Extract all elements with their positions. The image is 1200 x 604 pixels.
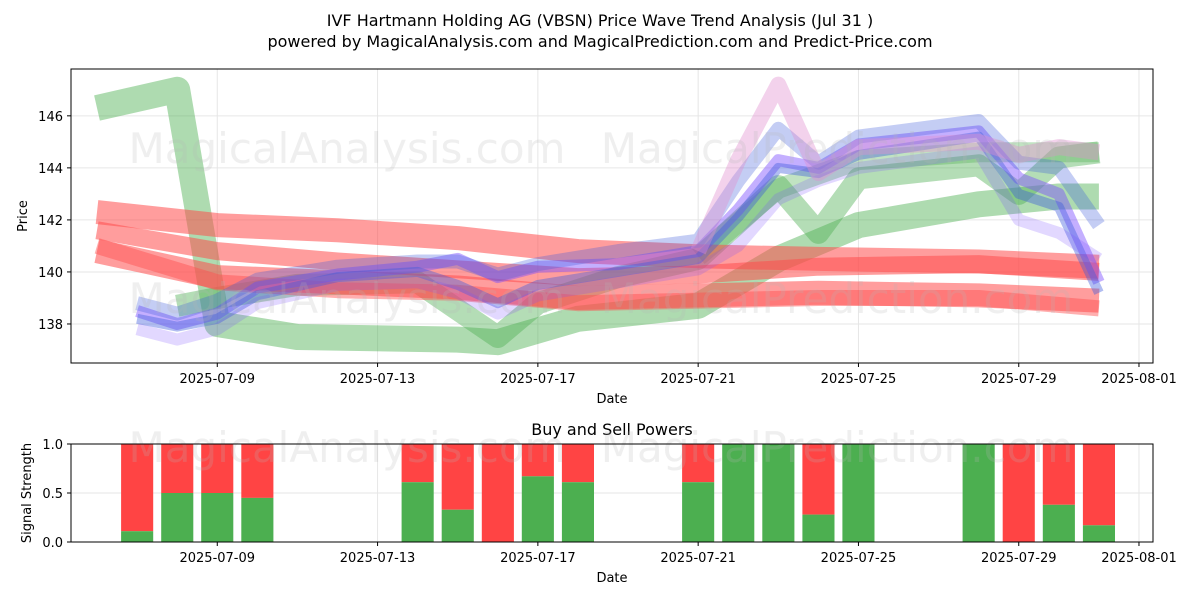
powers-x-axis-label: Date bbox=[596, 571, 627, 586]
powers-axes: 2025-07-09 2025-07-13 2025-07-17 2025-07-21… bbox=[42, 438, 1176, 566]
powers-x-tick-label: 2025-07-21 bbox=[660, 551, 736, 566]
powers-x-tick-label: 2025-07-09 bbox=[179, 551, 255, 566]
price-wave-series-6 bbox=[94, 238, 1100, 317]
buy-power-bar bbox=[1082, 525, 1115, 542]
price-x-tick-label: 2025-08-01 bbox=[1101, 372, 1177, 387]
price-y-tick-label: 146 bbox=[38, 110, 63, 125]
chart-title: IVF Hartmann Holding AG (VBSN) Price Wav… bbox=[327, 11, 873, 30]
sell-power-bar bbox=[161, 444, 194, 493]
price-y-tick-label: 142 bbox=[38, 214, 63, 229]
price-x-tick-label: 2025-07-25 bbox=[821, 372, 897, 387]
price-x-tick-label: 2025-07-29 bbox=[981, 372, 1057, 387]
buy-power-bar bbox=[401, 482, 434, 542]
price-wave-series-8 bbox=[136, 131, 1104, 332]
powers-title: Buy and Sell Powers bbox=[531, 420, 693, 439]
buy-power-bar bbox=[521, 476, 554, 542]
sell-power-bar bbox=[481, 444, 514, 542]
powers-x-tick-label: 2025-07-17 bbox=[500, 551, 576, 566]
price-wave-series-2 bbox=[691, 142, 1099, 264]
buy-power-bar bbox=[241, 497, 274, 542]
price-series-layer bbox=[94, 76, 1105, 356]
watermark-mid-right: MagicalPrediction.com bbox=[601, 274, 1074, 323]
price-wave-series-7 bbox=[135, 125, 1105, 330]
buy-power-bar bbox=[842, 444, 875, 542]
sell-power-bar bbox=[1082, 444, 1115, 526]
price-x-tick-label: 2025-07-13 bbox=[340, 372, 416, 387]
sell-power-bar bbox=[561, 444, 594, 483]
watermark-bottom-left: MagicalAnalysis.com bbox=[129, 423, 566, 472]
buy-power-bar bbox=[722, 444, 755, 542]
buy-power-bar bbox=[762, 444, 795, 542]
watermark-mid-left: MagicalAnalysis.com bbox=[129, 274, 566, 323]
buy-power-bar bbox=[561, 482, 594, 542]
buy-power-bar bbox=[802, 514, 835, 542]
buy-power-bar bbox=[441, 509, 474, 542]
sell-power-bar bbox=[802, 444, 835, 515]
powers-y-axis-label: Signal Strength bbox=[20, 443, 35, 543]
buy-power-bar bbox=[1042, 504, 1075, 542]
sell-power-bar bbox=[521, 444, 554, 477]
price-x-axis-label: Date bbox=[596, 392, 627, 407]
buy-power-bar bbox=[962, 444, 995, 542]
powers-x-tick-label: 2025-07-29 bbox=[981, 551, 1057, 566]
price-x-tick-label: 2025-07-17 bbox=[500, 372, 576, 387]
sell-power-bar bbox=[441, 444, 474, 510]
powers-bars-layer bbox=[121, 444, 1115, 542]
powers-watermarks: MagicalAnalysis.com MagicalPrediction.co… bbox=[129, 423, 1074, 472]
price-wave-series-10 bbox=[135, 146, 1103, 346]
buy-power-bar bbox=[201, 493, 234, 542]
price-x-tick-label: 2025-07-21 bbox=[660, 372, 736, 387]
powers-x-tick-label: 2025-07-25 bbox=[821, 551, 897, 566]
price-plot-frame bbox=[70, 68, 1154, 364]
price-wave-series-11 bbox=[690, 76, 1100, 255]
buy-power-bar bbox=[682, 482, 715, 542]
sell-power-bar bbox=[401, 444, 434, 483]
price-y-tick-label: 144 bbox=[38, 162, 63, 177]
watermark-bottom-right: MagicalPrediction.com bbox=[601, 423, 1074, 472]
price-y-tick-label: 140 bbox=[38, 266, 63, 281]
price-axes: 2025-07-09 2025-07-13 2025-07-17 2025-07-21… bbox=[38, 110, 1177, 387]
sell-power-bar bbox=[121, 444, 154, 532]
buy-power-bar bbox=[121, 531, 154, 542]
powers-y-tick-label: 0.5 bbox=[42, 487, 63, 502]
price-wave-series-4 bbox=[94, 239, 1100, 313]
sell-power-bar bbox=[201, 444, 234, 493]
chart-subtitle: powered by MagicalAnalysis.com and Magic… bbox=[267, 32, 932, 51]
powers-y-tick-label: 1.0 bbox=[42, 438, 63, 453]
price-x-tick-label: 2025-07-09 bbox=[179, 372, 255, 387]
buy-power-bar bbox=[161, 493, 194, 542]
sell-power-bar bbox=[241, 444, 274, 498]
powers-y-tick-label: 0.0 bbox=[42, 536, 63, 551]
price-y-tick-label: 138 bbox=[38, 318, 63, 333]
price-wave-series-0 bbox=[94, 76, 1099, 356]
powers-x-tick-label: 2025-08-01 bbox=[1101, 551, 1177, 566]
price-watermarks: MagicalAnalysis.com MagicalPrediction.co… bbox=[129, 124, 1074, 323]
watermark-top-left: MagicalAnalysis.com bbox=[129, 124, 566, 173]
price-wave-series-5 bbox=[95, 221, 1100, 287]
price-wave-series-9 bbox=[135, 114, 1105, 321]
watermark-top-right: MagicalPrediction.com bbox=[601, 124, 1074, 173]
sell-power-bar bbox=[1042, 444, 1075, 505]
price-y-axis-label: Price bbox=[16, 200, 31, 232]
powers-x-tick-label: 2025-07-13 bbox=[340, 551, 416, 566]
sell-power-bar bbox=[1002, 444, 1035, 542]
sell-power-bar bbox=[682, 444, 715, 483]
